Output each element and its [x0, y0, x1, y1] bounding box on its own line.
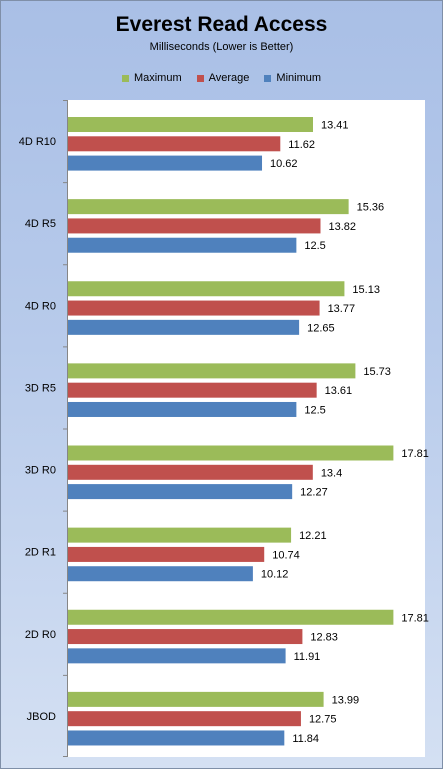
- legend-label-minimum: Minimum: [276, 72, 322, 84]
- data-label: 13.77: [328, 303, 356, 315]
- data-label: 12.5: [304, 404, 325, 416]
- legend-label-maximum: Maximum: [133, 72, 182, 84]
- data-label: 12.65: [307, 322, 335, 334]
- y-axis-tick-label: 4D R10: [19, 136, 56, 148]
- data-label: 17.81: [401, 612, 429, 624]
- legend-item-maximum: Maximum: [121, 72, 182, 84]
- bar-average: [68, 382, 317, 398]
- data-label: 11.62: [288, 139, 315, 151]
- data-label: 11.91: [294, 651, 321, 663]
- chart-title: Everest Read Access: [115, 13, 328, 36]
- data-label: 13.99: [332, 694, 360, 706]
- bar-maximum: [68, 609, 394, 625]
- bar-minimum: [68, 155, 263, 171]
- bar-minimum: [68, 484, 293, 500]
- y-axis-tick-label: JBOD: [27, 711, 56, 723]
- y-axis-tick-label: 2D R1: [25, 547, 56, 559]
- legend-item-minimum: Minimum: [264, 72, 321, 84]
- y-axis-tick-label: 3D R0: [25, 465, 56, 477]
- chart-subtitle: Milliseconds (Lower is Better): [149, 41, 294, 53]
- y-axis-tick-label: 3D R5: [25, 382, 56, 394]
- data-label: 12.75: [309, 714, 337, 726]
- data-label: 12.5: [304, 240, 325, 252]
- bar-average: [68, 464, 313, 480]
- data-label: 11.84: [292, 733, 319, 745]
- legend-swatch-average: [196, 74, 204, 82]
- data-label: 12.83: [310, 632, 338, 644]
- legend-swatch-maximum: [121, 74, 129, 82]
- bar-maximum: [68, 281, 345, 297]
- bar-minimum: [68, 401, 297, 417]
- data-label: 12.27: [300, 487, 328, 499]
- legend-item-average: Average: [196, 72, 250, 84]
- bar-average: [68, 136, 281, 152]
- data-label: 10.12: [261, 569, 289, 581]
- chart-legend: Maximum Average Minimum: [1, 72, 442, 84]
- data-label: 12.21: [299, 530, 327, 542]
- bar-minimum: [68, 319, 300, 335]
- bar-average: [68, 218, 321, 234]
- legend-swatch-minimum: [264, 74, 272, 82]
- bar-average: [68, 300, 320, 316]
- bar-average: [68, 546, 265, 562]
- data-label: 15.36: [357, 202, 385, 214]
- data-label: 13.4: [321, 467, 342, 479]
- bar-average: [68, 711, 301, 727]
- data-label: 13.61: [325, 385, 353, 397]
- data-label: 13.82: [328, 221, 356, 233]
- bar-maximum: [68, 363, 356, 379]
- y-axis-tick-label: 4D R5: [25, 218, 56, 230]
- bar-minimum: [68, 730, 285, 746]
- bar-maximum: [68, 691, 324, 707]
- bar-maximum: [68, 117, 313, 132]
- data-label: 15.13: [352, 284, 380, 296]
- y-axis-tick-label: 2D R0: [25, 629, 56, 641]
- bar-maximum: [68, 527, 292, 543]
- y-axis-tick-label: 4D R0: [25, 300, 56, 312]
- data-label: 17.81: [401, 448, 429, 460]
- data-label: 13.41: [321, 120, 349, 132]
- bar-minimum: [68, 566, 253, 582]
- legend-label-average: Average: [208, 72, 250, 84]
- bar-maximum: [68, 445, 394, 461]
- bar-minimum: [68, 648, 286, 664]
- bar-maximum: [68, 199, 349, 215]
- bar-minimum: [68, 237, 297, 253]
- data-label: 10.74: [272, 549, 300, 561]
- bar-average: [68, 629, 303, 645]
- data-label: 10.62: [270, 158, 298, 170]
- data-label: 15.73: [363, 366, 391, 378]
